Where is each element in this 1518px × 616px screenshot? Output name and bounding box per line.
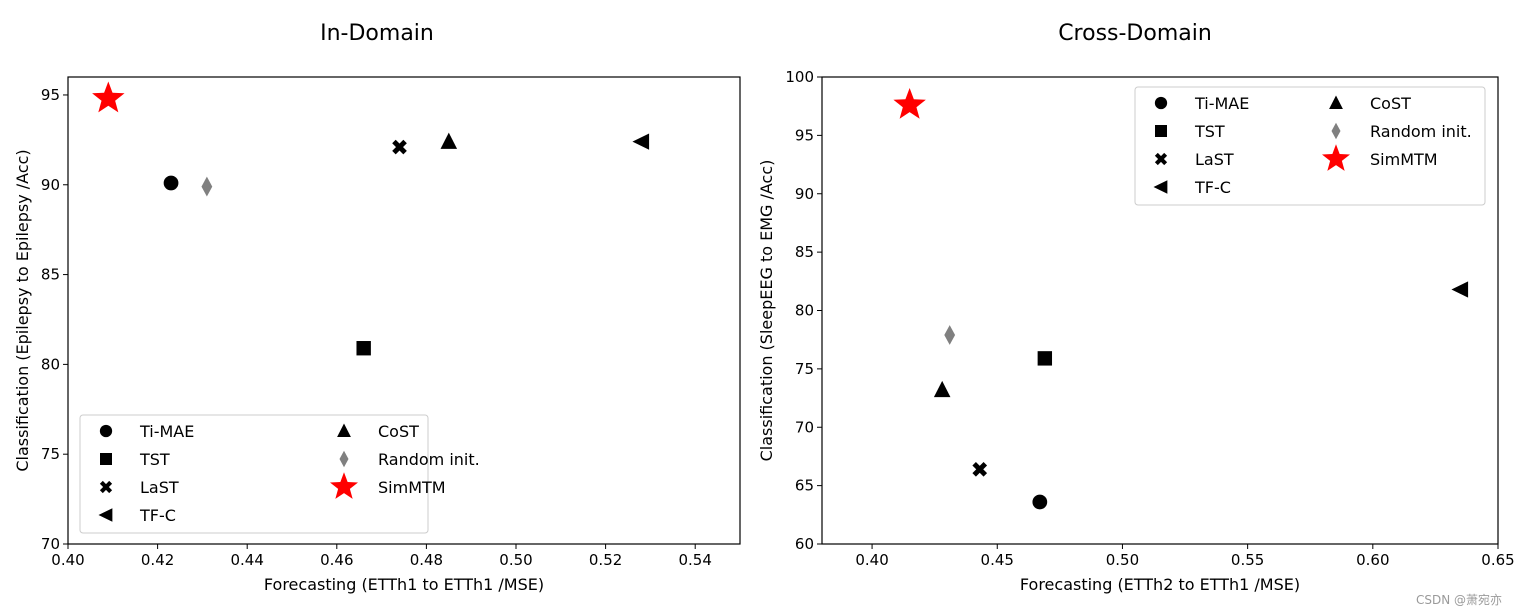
x-tick-label: 0.42 (141, 551, 174, 569)
legend-marker-tst (1155, 125, 1167, 137)
legend-marker-tst (100, 453, 112, 465)
legend-marker-last (99, 480, 113, 494)
point-random-init (201, 176, 213, 197)
y-tick-label: 85 (795, 243, 814, 261)
legend-marker-simmtm (330, 472, 358, 499)
x-tick-label: 0.52 (589, 551, 622, 569)
legend-marker-cost (337, 423, 351, 437)
legend: Ti-MAE TST LaST TF-C CoST Random init. SimMTM (79, 414, 480, 534)
x-tick-label: 0.40 (855, 551, 888, 569)
point-last (972, 461, 988, 477)
legend: Ti-MAE TST LaST TF-C CoST Random init. SimMTM (1134, 86, 1486, 206)
point-cost (933, 380, 951, 398)
legend-label-simmtm: SimMTM (378, 478, 446, 497)
y-tick-label: 100 (785, 68, 814, 86)
legend-marker-cost (1329, 95, 1343, 109)
chart-title: Cross-Domain (1058, 21, 1212, 46)
legend-marker-random-init (1331, 122, 1341, 140)
point-tf-c (1451, 281, 1469, 298)
legend-label-tst: TST (139, 450, 170, 469)
legend-label-simmtm: SimMTM (1370, 150, 1438, 169)
y-tick-label: 70 (41, 535, 60, 553)
legend-marker-random-init (339, 450, 349, 468)
x-tick-label: 0.50 (1106, 551, 1139, 569)
y-tick-label: 95 (41, 86, 60, 104)
x-tick-label: 0.48 (410, 551, 443, 569)
x-tick-label: 0.54 (678, 551, 711, 569)
watermark: CSDN @萧宛亦 (1416, 592, 1502, 607)
x-tick-label: 0.46 (320, 551, 353, 569)
y-tick-label: 65 (795, 477, 814, 495)
legend-box (79, 414, 429, 534)
x-tick-label: 0.50 (499, 551, 532, 569)
y-tick-label: 75 (41, 445, 60, 463)
legend-label-ti-mae: Ti-MAE (1194, 94, 1249, 113)
legend-marker-tf-c (1153, 180, 1168, 194)
y-tick-label: 80 (795, 302, 814, 320)
legend-label-last: LaST (1195, 150, 1234, 169)
legend-label-cost: CoST (1370, 94, 1411, 113)
legend-marker-last (1154, 152, 1168, 166)
legend-box (1134, 86, 1486, 206)
legend-label-tst: TST (1194, 122, 1225, 141)
y-tick-label: 85 (41, 266, 60, 284)
point-simmtm (893, 87, 926, 119)
point-tst (1037, 351, 1053, 366)
x-axis-label: Forecasting (ETTh2 to ETTh1 /MSE) (1020, 575, 1300, 594)
legend-label-tf-c: TF-C (1194, 178, 1231, 197)
legend-marker-ti-mae (99, 424, 113, 438)
chart-title: In-Domain (320, 21, 434, 46)
chart-in-domain: In-Domain 0.40 0.42 0.44 0.46 0.48 0.50 0.52 0.5… (13, 21, 741, 594)
legend-label-cost: CoST (378, 422, 419, 441)
legend-label-last: LaST (140, 478, 179, 497)
y-tick-label: 75 (795, 360, 814, 378)
y-axis-label: Classification (Epilepsy to Epilepsy /Ac… (13, 149, 32, 471)
legend-marker-tf-c (98, 508, 113, 522)
x-tick-label: 0.65 (1481, 551, 1514, 569)
point-simmtm (92, 81, 125, 113)
legend-marker-ti-mae (1154, 96, 1168, 110)
legend-label-tf-c: TF-C (139, 506, 176, 525)
point-random-init (944, 325, 956, 345)
x-tick-label: 0.55 (1231, 551, 1264, 569)
legend-label-random-init: Random init. (378, 450, 480, 469)
point-ti-mae (1032, 494, 1048, 510)
y-tick-label: 80 (41, 355, 60, 373)
legend-marker-simmtm (1322, 144, 1350, 171)
point-ti-mae (163, 175, 179, 191)
x-axis-label: Forecasting (ETTh1 to ETTh1 /MSE) (264, 575, 544, 594)
chart-cross-domain: Cross-Domain 0.40 0.45 0.50 0.55 0.60 0.65 60 65… (757, 21, 1515, 594)
y-tick-label: 60 (795, 535, 814, 553)
legend-label-ti-mae: Ti-MAE (139, 422, 194, 441)
point-tf-c (632, 133, 650, 150)
y-tick-label: 95 (795, 126, 814, 144)
plot-frame (67, 76, 741, 545)
point-tst (356, 341, 371, 356)
legend-label-random-init: Random init. (1370, 122, 1472, 141)
x-tick-label: 0.45 (981, 551, 1014, 569)
x-tick-label: 0.40 (51, 551, 84, 569)
x-tick-label: 0.44 (230, 551, 263, 569)
point-last (392, 139, 407, 155)
point-cost (440, 132, 458, 149)
y-axis-label: Classification (SleepEEG to EMG /Acc) (757, 160, 776, 462)
x-tick-label: 0.60 (1356, 551, 1389, 569)
y-tick-label: 70 (795, 418, 814, 436)
y-tick-label: 90 (795, 185, 814, 203)
y-tick-label: 90 (41, 176, 60, 194)
